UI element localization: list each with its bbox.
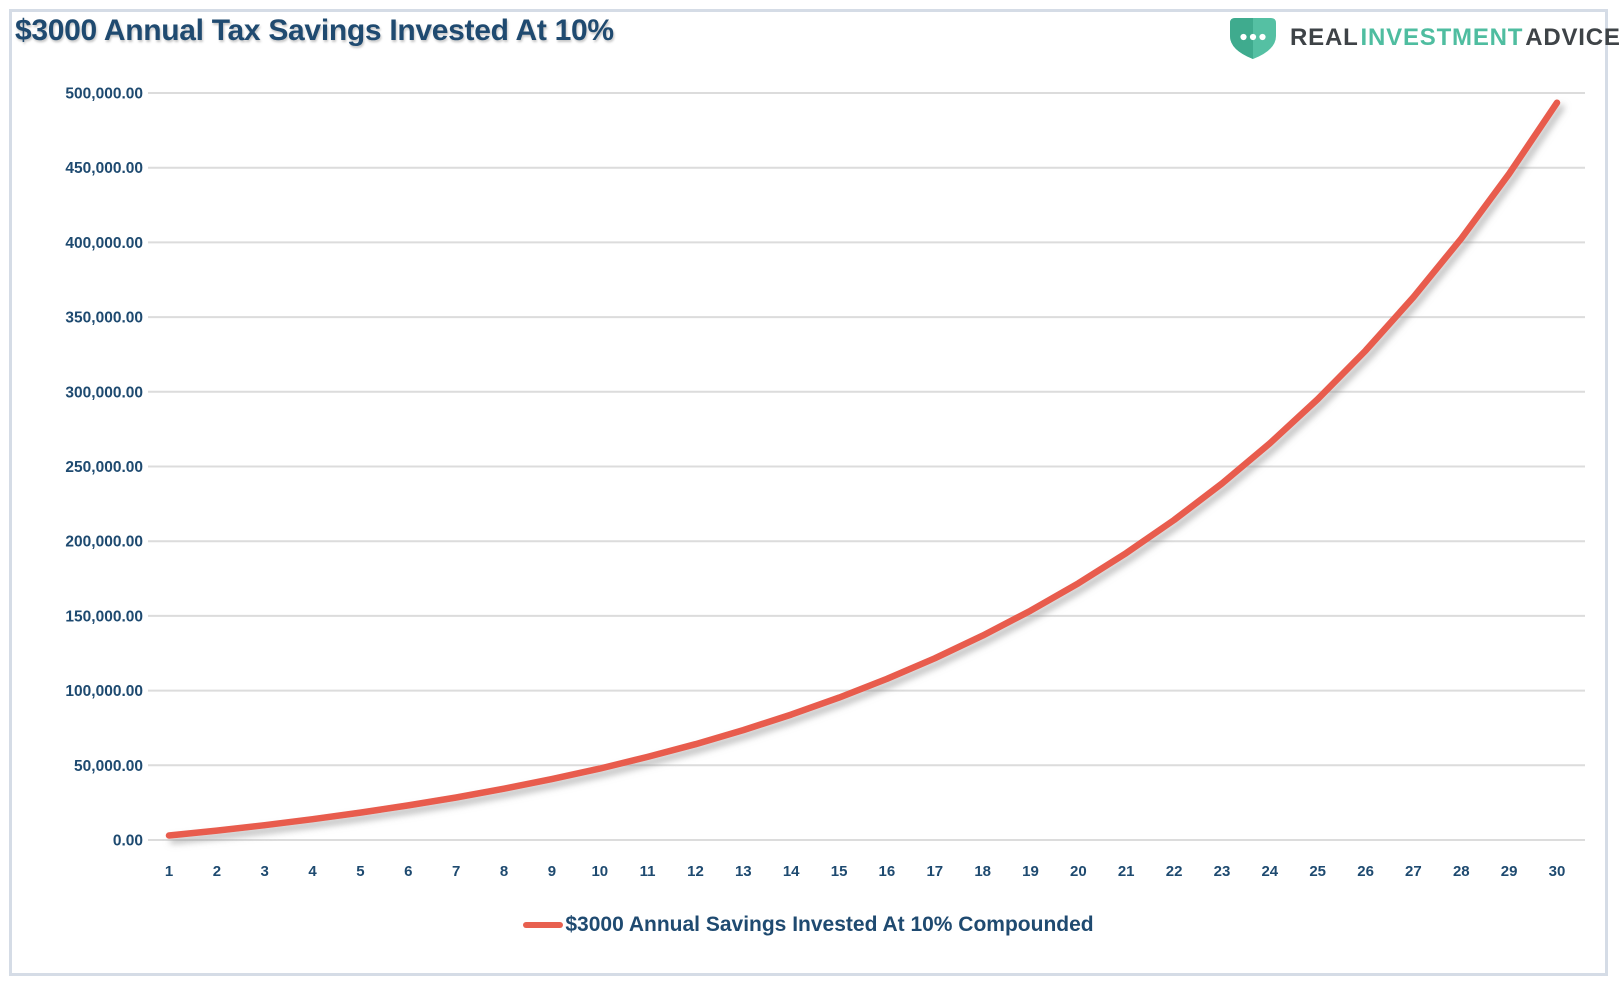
legend-line-mark	[523, 922, 564, 928]
x-axis-tick-label: 9	[548, 863, 556, 880]
x-axis-tick-label: 11	[640, 863, 656, 880]
x-axis-tick-label: 12	[687, 863, 704, 880]
x-axis-tick-label: 28	[1453, 863, 1470, 880]
logo-word-investment: INVESTMENT	[1360, 24, 1524, 51]
y-axis-tick-label: 400,000.00	[65, 235, 143, 252]
x-axis-tick-label: 29	[1501, 863, 1518, 880]
logo-word-advice: ADVICE	[1525, 24, 1621, 51]
x-axis-tick-label: 14	[783, 863, 800, 880]
y-axis-tick-label: 0.00	[113, 833, 143, 850]
x-axis-tick-label: 27	[1405, 863, 1422, 880]
y-axis-tick-label: 500,000.00	[65, 86, 143, 103]
x-axis-tick-label: 22	[1166, 863, 1183, 880]
x-axis-tick-label: 2	[213, 863, 221, 880]
x-axis-tick-label: 18	[974, 863, 991, 880]
shield-icon	[1228, 15, 1278, 61]
y-axis-tick-label: 250,000.00	[65, 459, 143, 476]
logo-word-real: REAL	[1290, 24, 1359, 51]
x-axis-tick-label: 17	[926, 863, 943, 880]
x-axis-tick-label: 3	[261, 863, 269, 880]
y-axis-tick-label: 50,000.00	[74, 758, 143, 775]
chart-legend: $3000 Annual Savings Invested At 10% Com…	[12, 913, 1605, 937]
x-axis-tick-label: 24	[1261, 863, 1278, 880]
x-axis-tick-label: 20	[1070, 863, 1087, 880]
x-axis-tick-label: 16	[879, 863, 896, 880]
x-axis-tick-label: 26	[1357, 863, 1374, 880]
legend-label: $3000 Annual Savings Invested At 10% Com…	[565, 913, 1094, 936]
y-axis-tick-label: 150,000.00	[65, 608, 143, 625]
x-axis-tick-label: 7	[452, 863, 460, 880]
x-axis-tick-label: 4	[308, 863, 317, 880]
x-axis-tick-label: 1	[165, 863, 173, 880]
x-axis-tick-label: 10	[591, 863, 608, 880]
series-line-annual-savings	[165, 99, 1561, 839]
page-title: $3000 Annual Tax Savings Invested At 10%	[15, 14, 614, 47]
y-axis-tick-label: 200,000.00	[65, 534, 143, 551]
x-axis-tick-label: 30	[1549, 863, 1566, 880]
y-axis-tick-label: 100,000.00	[65, 683, 143, 700]
x-axis-tick-label: 25	[1309, 863, 1326, 880]
shield-dot	[1259, 33, 1266, 41]
x-axis-tick-label: 5	[356, 863, 364, 880]
x-axis-tick-label: 8	[500, 863, 508, 880]
shield-dot	[1240, 33, 1247, 41]
y-axis-tick-label: 300,000.00	[65, 384, 143, 401]
chart-frame: 0.00 50,000.00 100,000.00 150,000.00 200,000…	[9, 9, 1620, 976]
shield-dot	[1249, 33, 1257, 41]
brand-wordmark: REALINVESTMENTADVICE	[1290, 24, 1621, 52]
legend-line-swatch	[523, 921, 564, 929]
x-axis-tick-label: 6	[404, 863, 412, 880]
x-axis-tick-label: 21	[1118, 863, 1135, 880]
y-axis-tick-label: 450,000.00	[65, 160, 143, 177]
x-axis-tick-label: 19	[1022, 863, 1039, 880]
x-axis-tick-label: 13	[735, 863, 752, 880]
x-axis-tick-label: 23	[1214, 863, 1231, 880]
y-axis-tick-label: 350,000.00	[65, 310, 143, 327]
x-axis-tick-label: 15	[831, 863, 848, 880]
brand-logo: REALINVESTMENTADVICE	[1228, 15, 1621, 61]
